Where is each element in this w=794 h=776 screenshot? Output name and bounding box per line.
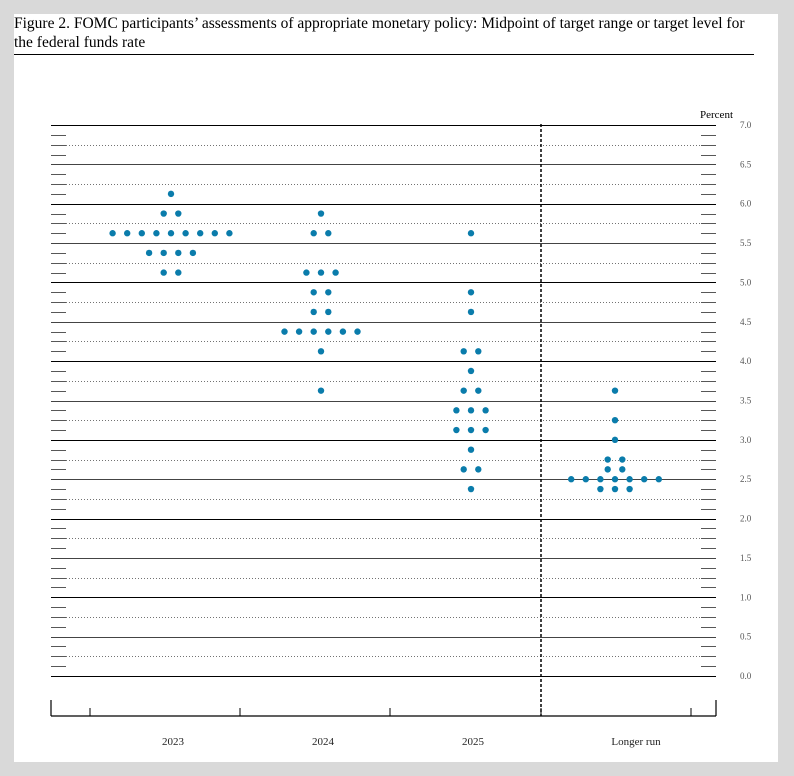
axes xyxy=(50,124,717,717)
x-category-label: 2024 xyxy=(312,736,335,748)
participant-dot xyxy=(453,426,460,434)
participant-dot xyxy=(295,328,303,335)
participant-dot xyxy=(160,269,167,276)
participant-dot xyxy=(460,387,467,394)
participant-dot xyxy=(467,230,475,237)
participant-dot xyxy=(475,348,482,355)
participant-dot xyxy=(175,269,182,276)
y-tick-label: 0.5 xyxy=(740,632,752,642)
participant-dot xyxy=(160,210,167,217)
participant-dot xyxy=(467,446,475,453)
x-category-label: 2025 xyxy=(462,736,485,748)
participant-dot xyxy=(626,476,633,483)
x-category-label: Longer run xyxy=(611,736,661,748)
participant-dot xyxy=(655,476,662,483)
y-tick-label: 2.5 xyxy=(740,474,752,484)
y-tick-label: 1.0 xyxy=(740,592,752,602)
participant-dot xyxy=(467,426,475,434)
participant-dot xyxy=(475,387,482,394)
participant-dot xyxy=(175,210,182,217)
participant-dot xyxy=(354,328,361,335)
participant-dot xyxy=(460,348,467,355)
participant-dot xyxy=(153,230,160,237)
participant-dot xyxy=(604,466,611,473)
participant-dot xyxy=(604,456,611,463)
participant-dot xyxy=(317,210,325,217)
participant-dot xyxy=(475,466,482,473)
participant-dot xyxy=(453,407,460,414)
participant-dot xyxy=(467,367,475,375)
dots xyxy=(109,190,662,493)
participant-dot xyxy=(303,269,310,276)
participant-dot xyxy=(211,230,218,237)
participant-dot xyxy=(467,407,475,414)
participant-dot xyxy=(310,289,317,296)
participant-dot xyxy=(482,407,489,414)
participant-dot xyxy=(167,190,175,198)
y-axis-unit-label: Percent xyxy=(700,109,733,121)
participant-dot xyxy=(317,387,325,394)
participant-dot xyxy=(138,230,145,237)
participant-dot xyxy=(611,485,619,493)
y-tick-label: 5.0 xyxy=(740,277,752,287)
participant-dot xyxy=(124,230,131,237)
participant-dot xyxy=(597,476,604,483)
participant-dot xyxy=(467,289,475,296)
participant-dot xyxy=(619,466,626,473)
y-tick-label: 3.0 xyxy=(740,435,752,445)
y-tick-label: 2.0 xyxy=(740,514,752,524)
participant-dot xyxy=(109,230,116,237)
participant-dot xyxy=(167,230,175,237)
participant-dot xyxy=(175,249,182,257)
participant-dot xyxy=(310,328,317,335)
participant-dot xyxy=(197,230,204,237)
participant-dot xyxy=(325,308,332,316)
participant-dot xyxy=(626,485,633,493)
participant-dot xyxy=(611,436,619,444)
participant-dot xyxy=(189,249,197,257)
participant-dot xyxy=(611,476,619,483)
participant-dot xyxy=(160,249,167,257)
participant-dot xyxy=(281,328,288,335)
y-tick-label: 6.5 xyxy=(740,159,752,169)
participant-dot xyxy=(482,426,489,434)
participant-dot xyxy=(325,230,332,237)
participant-dot xyxy=(325,289,332,296)
participant-dot xyxy=(310,230,317,237)
x-category-label: 2023 xyxy=(162,736,185,748)
participant-dot xyxy=(619,456,626,463)
y-tick-label: 4.5 xyxy=(740,317,752,327)
participant-dot xyxy=(310,308,317,316)
participant-dot xyxy=(339,328,347,335)
participant-dot xyxy=(611,416,619,424)
participant-dot xyxy=(467,308,475,316)
y-tick-label: 5.5 xyxy=(740,238,752,248)
participant-dot xyxy=(597,485,604,493)
participant-dot xyxy=(145,249,153,257)
participant-dot xyxy=(641,476,648,483)
participant-dot xyxy=(568,476,575,483)
participant-dot xyxy=(182,230,189,237)
participant-dot xyxy=(325,328,332,335)
participant-dot xyxy=(467,485,475,493)
participant-dot xyxy=(317,269,325,276)
y-tick-label: 3.5 xyxy=(740,396,752,406)
participant-dot xyxy=(582,476,589,483)
figure-title: Figure 2. FOMC participants’ assessments… xyxy=(14,14,754,55)
y-tick-label: 6.0 xyxy=(740,199,752,209)
participant-dot xyxy=(226,230,233,237)
participant-dot xyxy=(611,387,619,394)
grid-lines xyxy=(51,125,716,677)
participant-dot xyxy=(460,466,467,473)
participant-dot xyxy=(332,269,339,276)
participant-dot xyxy=(317,348,325,355)
y-tick-label: 4.0 xyxy=(740,356,752,366)
y-tick-label: 0.0 xyxy=(740,671,752,681)
labels: 0.0 0.5 1.0 1.5 2.0 2.5 3.0 3.5 4.0 4.5 5.0 5.5 6.0 6… xyxy=(162,109,752,748)
y-tick-label: 7.0 xyxy=(740,120,752,130)
y-tick-label: 1.5 xyxy=(740,553,752,563)
